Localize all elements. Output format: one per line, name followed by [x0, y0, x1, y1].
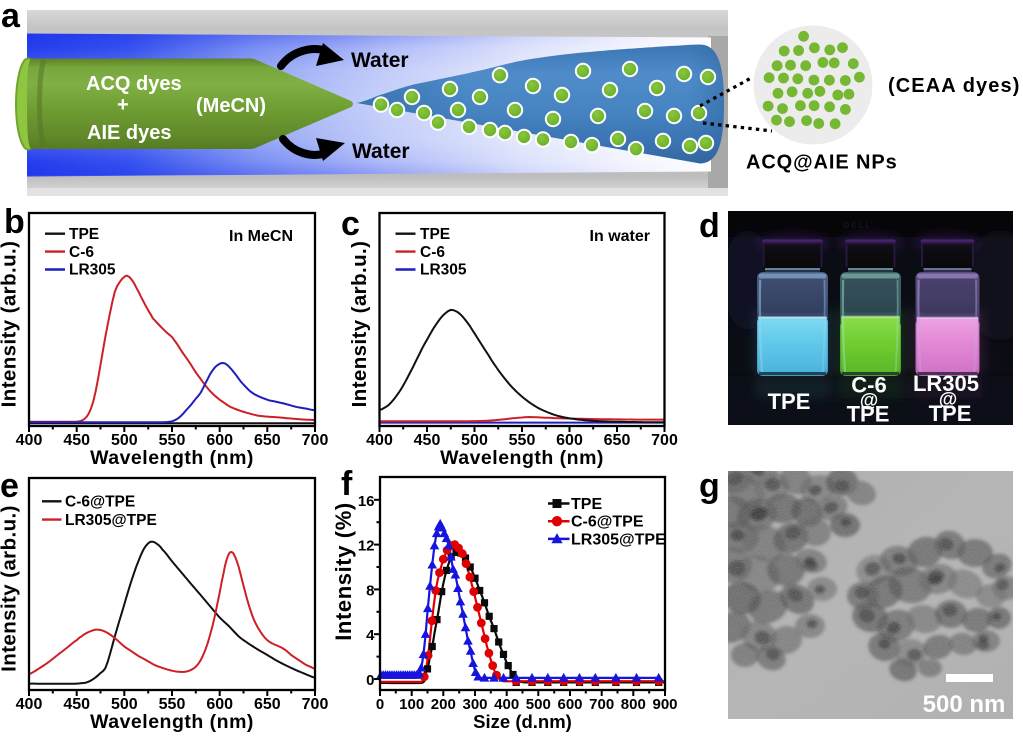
svg-text:LR305@TPE: LR305@TPE	[65, 512, 157, 529]
svg-text:TPE: TPE	[69, 226, 99, 243]
svg-text:0: 0	[366, 672, 374, 689]
svg-text:400: 400	[366, 432, 393, 449]
svg-text:600: 600	[206, 432, 233, 449]
svg-text:550: 550	[159, 432, 186, 449]
svg-text:800: 800	[621, 696, 646, 713]
svg-text:12: 12	[358, 538, 375, 555]
svg-text:c: c	[341, 205, 360, 243]
svg-text:Intensity (arb.u.): Intensity (arb.u.)	[348, 241, 371, 408]
svg-text:450: 450	[63, 432, 90, 449]
svg-text:LR305@TPE: LR305@TPE	[571, 531, 666, 548]
svg-text:Water: Water	[352, 140, 410, 163]
svg-text:Intensity (arb.u.): Intensity (arb.u.)	[0, 241, 21, 408]
svg-text:C-6@TPE: C-6@TPE	[65, 494, 135, 511]
svg-text:550: 550	[159, 696, 186, 713]
svg-text:b: b	[4, 203, 25, 241]
svg-text:650: 650	[254, 432, 281, 449]
svg-text:TPE: TPE	[768, 389, 811, 414]
svg-text:300: 300	[462, 696, 487, 713]
svg-text:550: 550	[509, 432, 536, 449]
svg-text:400: 400	[16, 696, 43, 713]
svg-text:Wavelength (nm): Wavelength (nm)	[90, 711, 254, 733]
svg-text:4: 4	[366, 627, 375, 644]
svg-text:Wavelength (nm): Wavelength (nm)	[440, 447, 604, 469]
svg-text:900: 900	[652, 696, 677, 713]
svg-text:500: 500	[526, 696, 551, 713]
svg-text:500: 500	[461, 432, 488, 449]
svg-text:TPE: TPE	[420, 226, 450, 243]
svg-text:16: 16	[358, 493, 375, 510]
svg-text:500: 500	[111, 696, 138, 713]
svg-text:Size (d.nm): Size (d.nm)	[473, 711, 572, 732]
svg-text:ACQ@AIE NPs: ACQ@AIE NPs	[746, 152, 898, 174]
svg-text:LR305: LR305	[420, 262, 467, 279]
svg-text:@: @	[860, 391, 879, 412]
svg-text:g: g	[699, 467, 720, 505]
svg-text:LR305: LR305	[69, 262, 116, 279]
svg-text:e: e	[0, 467, 19, 505]
svg-text:450: 450	[63, 696, 90, 713]
svg-text:650: 650	[604, 432, 631, 449]
svg-text:LR305: LR305	[913, 371, 979, 396]
svg-text:600: 600	[556, 432, 583, 449]
svg-text:650: 650	[254, 696, 281, 713]
svg-text:C-6: C-6	[420, 244, 445, 261]
svg-text:f: f	[341, 465, 353, 503]
svg-text:+: +	[117, 94, 129, 116]
svg-text:700: 700	[651, 432, 678, 449]
svg-text:0: 0	[376, 696, 384, 713]
svg-text:DELL: DELL	[844, 221, 873, 230]
svg-text:500: 500	[111, 432, 138, 449]
svg-text:700: 700	[302, 696, 329, 713]
svg-text:600: 600	[557, 696, 582, 713]
svg-text:C-6@TPE: C-6@TPE	[571, 514, 644, 531]
svg-text:500 nm: 500 nm	[923, 691, 1006, 718]
svg-text:700: 700	[589, 696, 614, 713]
svg-text:TPE: TPE	[847, 402, 890, 427]
svg-text:a: a	[1, 0, 21, 35]
svg-text:200: 200	[431, 696, 456, 713]
svg-text:@: @	[939, 390, 958, 411]
svg-text:Water: Water	[351, 49, 409, 72]
svg-text:450: 450	[414, 432, 441, 449]
svg-text:700: 700	[302, 432, 329, 449]
svg-text:In MeCN: In MeCN	[229, 228, 293, 245]
svg-text:Intensity (arb.u.): Intensity (arb.u.)	[0, 505, 21, 672]
svg-text:400: 400	[494, 696, 519, 713]
svg-text:TPE: TPE	[929, 401, 972, 426]
svg-text:Intensity (%): Intensity (%)	[331, 502, 356, 641]
svg-text:In water: In water	[590, 228, 650, 245]
svg-text:d: d	[699, 207, 720, 245]
svg-text:8: 8	[366, 582, 374, 599]
svg-text:100: 100	[399, 696, 424, 713]
svg-text:TPE: TPE	[571, 496, 602, 513]
svg-text:(CEAA dyes): (CEAA dyes)	[888, 75, 1021, 97]
svg-text:Wavelength (nm): Wavelength (nm)	[90, 447, 254, 469]
svg-text:ACQ dyes: ACQ dyes	[86, 73, 182, 95]
svg-text:(MeCN): (MeCN)	[196, 95, 266, 117]
svg-text:C-6: C-6	[69, 244, 94, 261]
svg-text:400: 400	[16, 432, 43, 449]
svg-text:AIE dyes: AIE dyes	[87, 122, 171, 144]
svg-text:C-6: C-6	[851, 373, 886, 398]
svg-text:600: 600	[206, 696, 233, 713]
